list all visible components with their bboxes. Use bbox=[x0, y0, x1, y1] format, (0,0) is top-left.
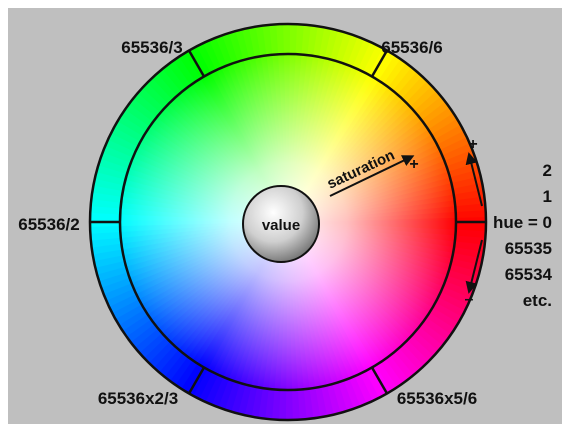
hue-wedge bbox=[375, 52, 401, 84]
hue-wedge bbox=[394, 68, 423, 99]
ring-tick-60 bbox=[370, 49, 389, 78]
label-65536-3: 65536/3 bbox=[121, 38, 182, 57]
hue-wedge bbox=[126, 319, 157, 346]
scale-arrow-up bbox=[465, 152, 483, 207]
hue-wedge bbox=[411, 87, 442, 116]
value-knob bbox=[242, 185, 320, 263]
hue-wedge bbox=[432, 299, 464, 323]
saturation-arrow bbox=[329, 155, 415, 197]
hue-wedge bbox=[422, 103, 454, 130]
hue-wedge bbox=[390, 64, 417, 95]
label-65536-2: 65536/2 bbox=[18, 215, 79, 234]
hue-wedge bbox=[375, 360, 401, 392]
hue-wedge bbox=[164, 353, 191, 384]
hue-wedge bbox=[399, 341, 428, 371]
hue-wedge bbox=[148, 341, 177, 371]
hue-wedge bbox=[130, 93, 161, 120]
hue-wedge bbox=[122, 103, 154, 130]
hue-wedge bbox=[134, 87, 165, 116]
hue-wedge bbox=[365, 46, 389, 78]
hue-wedge bbox=[407, 333, 437, 362]
ring-tick-240 bbox=[187, 366, 206, 395]
hue-wedge bbox=[415, 93, 446, 120]
hue-wedge bbox=[126, 98, 157, 125]
hue-wedge bbox=[403, 78, 432, 107]
hue-wedge bbox=[394, 345, 423, 376]
hue-wedge bbox=[139, 82, 169, 111]
hue-wedge bbox=[415, 324, 446, 351]
hue-wedge bbox=[422, 314, 454, 341]
hue-wedge bbox=[118, 309, 150, 335]
hue-wedge bbox=[419, 319, 450, 346]
scale-plus: + bbox=[468, 136, 477, 153]
hue-wedge bbox=[187, 366, 211, 398]
ring-tick-300 bbox=[370, 366, 389, 395]
value-label: value bbox=[262, 217, 300, 234]
hue-wedge bbox=[426, 109, 458, 135]
hue-wedge bbox=[169, 356, 196, 388]
hue-wedge bbox=[399, 73, 428, 103]
hue-ring bbox=[90, 24, 487, 420]
hue-wedge bbox=[380, 356, 407, 388]
hue-wedge bbox=[380, 56, 407, 88]
hue-wedge bbox=[159, 64, 186, 95]
ring-tick-120 bbox=[187, 49, 206, 78]
hue-wedge bbox=[429, 304, 461, 329]
scale-item: 65534 bbox=[505, 265, 553, 284]
scale-minus: – bbox=[465, 291, 474, 308]
hue-wedge bbox=[411, 328, 442, 357]
hue-wedge bbox=[144, 78, 173, 107]
hue-wedge bbox=[181, 363, 206, 395]
hue-wedge bbox=[112, 121, 144, 145]
label-65536x5-6: 65536x5/6 bbox=[397, 389, 477, 408]
hue-wedge bbox=[122, 314, 154, 341]
hue-wedge bbox=[164, 60, 191, 91]
hue-wedge bbox=[134, 328, 165, 357]
hue-wedge bbox=[175, 360, 201, 392]
hue-wedge bbox=[139, 333, 169, 362]
hue-wedge bbox=[159, 349, 186, 380]
hue-wedge bbox=[419, 98, 450, 125]
hue-wedge bbox=[115, 115, 147, 140]
label-65536x2-3: 65536x2/3 bbox=[98, 389, 178, 408]
hue-wedge bbox=[403, 337, 432, 366]
hue-wedge bbox=[370, 49, 395, 81]
hue-wedge bbox=[130, 324, 161, 351]
hue-wedge bbox=[385, 60, 412, 91]
label-65536-6: 65536/6 bbox=[381, 38, 442, 57]
hue-wedge bbox=[169, 56, 196, 88]
hue-wedge bbox=[175, 52, 201, 84]
hue-wedge bbox=[385, 353, 412, 384]
scale-item: hue = 0 bbox=[493, 213, 552, 232]
hue-wedge bbox=[153, 68, 182, 99]
hue-wedge bbox=[426, 309, 458, 335]
scale-arrow-down bbox=[465, 239, 483, 294]
scale-item: 65535 bbox=[505, 239, 552, 258]
hue-wedge bbox=[390, 349, 417, 380]
hue-wedge bbox=[153, 345, 182, 376]
scale-item: 2 bbox=[543, 161, 552, 180]
saturation-plus: + bbox=[409, 156, 418, 173]
hue-wedge bbox=[118, 109, 150, 135]
hue-wedge bbox=[144, 337, 173, 366]
scale-item: etc. bbox=[523, 291, 552, 310]
hue-wedge bbox=[148, 73, 177, 103]
scale-item: 1 bbox=[543, 187, 552, 206]
hue-wedge bbox=[407, 82, 437, 111]
